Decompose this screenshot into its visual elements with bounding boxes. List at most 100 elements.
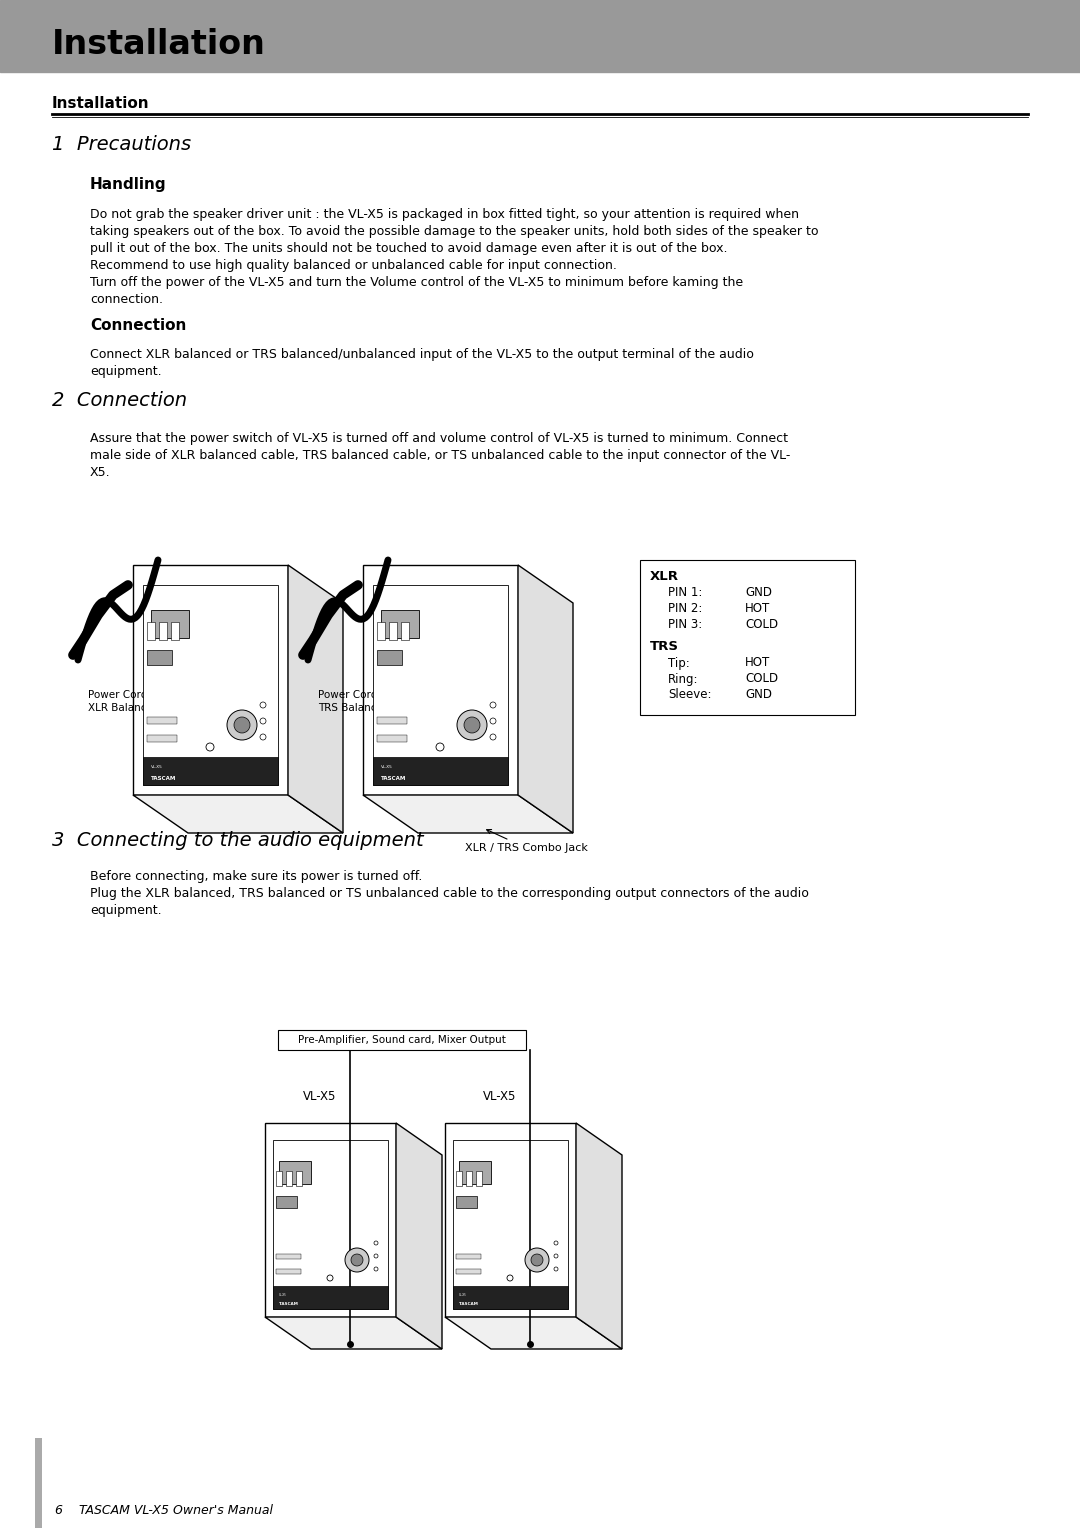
Bar — [456, 1268, 481, 1274]
Bar — [278, 1030, 526, 1050]
Bar — [377, 622, 384, 640]
Text: VL-X5: VL-X5 — [279, 1293, 287, 1297]
Text: XLR Balanced Cable: XLR Balanced Cable — [87, 703, 192, 714]
Bar — [279, 1161, 311, 1184]
Bar — [476, 1170, 482, 1186]
Text: Handling: Handling — [90, 177, 166, 193]
Text: pull it out of the box. The units should not be touched to avoid damage even aft: pull it out of the box. The units should… — [90, 241, 728, 255]
Bar — [286, 1170, 292, 1186]
Polygon shape — [133, 565, 288, 795]
Bar — [143, 756, 278, 785]
Text: Ring:: Ring: — [669, 672, 699, 686]
Polygon shape — [445, 1123, 576, 1317]
Text: 3  Connecting to the audio equipment: 3 Connecting to the audio equipment — [52, 831, 423, 850]
Text: Plug the XLR balanced, TRS balanced or TS unbalanced cable to the corresponding : Plug the XLR balanced, TRS balanced or T… — [90, 886, 809, 900]
Circle shape — [234, 717, 249, 733]
Text: TASCAM: TASCAM — [151, 776, 176, 781]
Polygon shape — [396, 1123, 442, 1349]
Circle shape — [554, 1241, 558, 1245]
Bar — [276, 1268, 301, 1274]
Polygon shape — [518, 565, 573, 833]
Bar — [276, 1254, 301, 1259]
Text: Assure that the power switch of VL-X5 is turned off and volume control of VL-X5 : Assure that the power switch of VL-X5 is… — [90, 432, 788, 445]
Circle shape — [554, 1254, 558, 1258]
Text: COLD: COLD — [745, 672, 778, 686]
Polygon shape — [288, 565, 343, 833]
Polygon shape — [273, 1140, 388, 1309]
Text: Turn off the power of the VL-X5 and turn the Volume control of the VL-X5 to mini: Turn off the power of the VL-X5 and turn… — [90, 277, 743, 289]
Text: PIN 1:: PIN 1: — [669, 587, 702, 599]
Text: Power Cord: Power Cord — [87, 691, 147, 700]
Text: Do not grab the speaker driver unit : the VL-X5 is packaged in box fitted tight,: Do not grab the speaker driver unit : th… — [90, 208, 799, 222]
Bar — [296, 1170, 302, 1186]
Circle shape — [260, 701, 266, 707]
Circle shape — [531, 1254, 543, 1267]
Text: TRS: TRS — [650, 640, 679, 654]
Bar — [147, 735, 177, 743]
Bar — [401, 622, 409, 640]
Bar — [456, 1170, 462, 1186]
Text: taking speakers out of the box. To avoid the possible damage to the speaker unit: taking speakers out of the box. To avoid… — [90, 225, 819, 238]
Text: HOT: HOT — [745, 602, 770, 616]
Circle shape — [490, 733, 496, 740]
Bar — [276, 1196, 297, 1209]
Polygon shape — [265, 1123, 396, 1317]
Circle shape — [464, 717, 480, 733]
Bar — [147, 717, 177, 724]
Bar — [171, 622, 179, 640]
Text: Pre-Amplifier, Sound card, Mixer Output: Pre-Amplifier, Sound card, Mixer Output — [298, 1034, 505, 1045]
Text: VL-X5: VL-X5 — [303, 1089, 337, 1103]
Text: TRS Balanced or Unbalanced Cable: TRS Balanced or Unbalanced Cable — [318, 703, 501, 714]
Text: GND: GND — [745, 689, 772, 701]
Text: VL-X5: VL-X5 — [484, 1089, 516, 1103]
Bar — [151, 610, 189, 639]
Bar — [640, 559, 855, 715]
Polygon shape — [143, 585, 278, 785]
Text: XLR: XLR — [650, 570, 679, 582]
Text: GND: GND — [745, 587, 772, 599]
Text: VL-X5: VL-X5 — [459, 1293, 467, 1297]
Bar — [147, 649, 172, 665]
Bar — [465, 1170, 472, 1186]
Bar — [35, 1438, 42, 1528]
Text: male side of XLR balanced cable, TRS balanced cable, or TS unbalanced cable to t: male side of XLR balanced cable, TRS bal… — [90, 449, 791, 461]
Bar — [273, 1287, 388, 1309]
Text: Power Cord: Power Cord — [318, 691, 377, 700]
Text: 2  Connection: 2 Connection — [52, 391, 187, 410]
Bar — [377, 717, 407, 724]
Text: XLR / TRS Combo Jack: XLR / TRS Combo Jack — [465, 830, 588, 853]
Circle shape — [457, 711, 487, 740]
Polygon shape — [363, 795, 573, 833]
Bar — [159, 622, 167, 640]
Bar — [381, 610, 419, 639]
Text: HOT: HOT — [745, 657, 770, 669]
Text: Tip:: Tip: — [669, 657, 690, 669]
Bar — [453, 1287, 568, 1309]
Text: X5.: X5. — [90, 466, 110, 478]
Text: VL-X5: VL-X5 — [381, 766, 393, 769]
Bar — [276, 1170, 282, 1186]
Bar — [377, 735, 407, 743]
Circle shape — [227, 711, 257, 740]
Polygon shape — [133, 795, 343, 833]
Text: Connection: Connection — [90, 318, 187, 333]
Polygon shape — [265, 1317, 442, 1349]
Circle shape — [554, 1267, 558, 1271]
Circle shape — [351, 1254, 363, 1267]
Polygon shape — [453, 1140, 568, 1309]
Text: connection.: connection. — [90, 293, 163, 306]
Text: COLD: COLD — [745, 619, 778, 631]
Bar — [459, 1161, 491, 1184]
Text: equipment.: equipment. — [90, 365, 162, 377]
Polygon shape — [363, 565, 518, 795]
Bar — [147, 622, 156, 640]
Text: 1  Precautions: 1 Precautions — [52, 136, 191, 154]
Text: Installation: Installation — [52, 28, 266, 61]
Bar — [456, 1254, 481, 1259]
Circle shape — [260, 733, 266, 740]
Text: Connect XLR balanced or TRS balanced/unbalanced input of the VL-X5 to the output: Connect XLR balanced or TRS balanced/unb… — [90, 348, 754, 361]
Bar — [456, 1196, 477, 1209]
Polygon shape — [576, 1123, 622, 1349]
Circle shape — [345, 1248, 369, 1271]
Bar — [0, 0, 1080, 72]
